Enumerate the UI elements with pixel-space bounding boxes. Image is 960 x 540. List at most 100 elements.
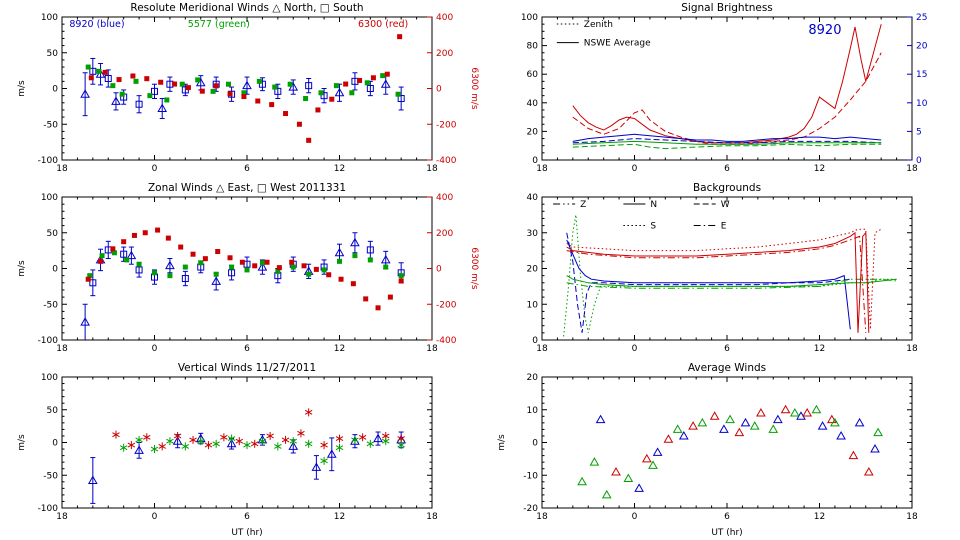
svg-text:0: 0 [532,336,538,346]
svg-text:-400: -400 [436,336,457,346]
svg-text:-200: -200 [436,300,457,310]
svg-text:18: 18 [906,512,918,522]
svg-text:20: 20 [527,127,539,137]
svg-text:Zenith: Zenith [584,20,613,30]
svg-text:S: S [650,221,656,231]
svg-text:6: 6 [724,344,730,354]
svg-text:Backgrounds: Backgrounds [693,182,761,194]
svg-text:6: 6 [724,164,730,174]
svg-text:80: 80 [527,42,539,52]
svg-text:0: 0 [436,265,442,275]
svg-text:-10: -10 [523,471,538,481]
svg-text:W: W [721,200,730,210]
svg-text:50: 50 [47,229,59,239]
svg-text:6: 6 [244,164,250,174]
svg-text:12: 12 [814,512,825,522]
svg-text:6300 m/s: 6300 m/s [469,247,479,290]
svg-text:100: 100 [41,373,58,383]
svg-text:-50: -50 [43,120,58,130]
svg-text:18: 18 [906,164,918,174]
svg-text:40: 40 [527,193,539,203]
svg-text:0: 0 [916,156,922,166]
svg-text:12: 12 [814,164,825,174]
svg-text:12: 12 [334,344,345,354]
svg-text:0: 0 [632,164,638,174]
svg-text:18: 18 [56,164,68,174]
svg-text:0: 0 [632,512,638,522]
svg-text:18: 18 [426,164,438,174]
svg-text:Vertical Winds 11/27/2011: Vertical Winds 11/27/2011 [178,362,316,374]
svg-text:40: 40 [527,99,539,109]
svg-text:-50: -50 [43,300,58,310]
svg-text:30: 30 [527,229,539,239]
svg-text:20: 20 [527,373,539,383]
svg-text:6: 6 [724,512,730,522]
svg-text:6: 6 [244,344,250,354]
svg-text:0: 0 [436,85,442,95]
svg-text:5577 (green): 5577 (green) [188,19,250,30]
svg-text:-400: -400 [436,156,457,166]
svg-text:18: 18 [536,512,548,522]
svg-text:E: E [721,221,727,231]
svg-text:0: 0 [152,512,158,522]
svg-text:m/s: m/s [497,434,507,451]
svg-text:5: 5 [916,127,922,137]
svg-text:50: 50 [47,406,59,416]
svg-text:18: 18 [56,512,68,522]
svg-text:-100: -100 [38,156,59,166]
svg-text:400: 400 [436,193,453,203]
svg-text:12: 12 [334,512,345,522]
svg-text:-100: -100 [38,504,59,514]
svg-text:6300 (red): 6300 (red) [358,19,408,30]
svg-text:10: 10 [916,99,928,109]
svg-text:N: N [650,200,657,210]
svg-text:0: 0 [52,265,58,275]
svg-text:m/s: m/s [17,434,27,451]
svg-text:0: 0 [52,439,58,449]
svg-text:UT (hr): UT (hr) [711,528,742,538]
svg-text:200: 200 [436,229,453,239]
svg-text:NSWE Average: NSWE Average [584,39,651,49]
svg-text:8920: 8920 [808,23,841,38]
svg-text:20: 20 [916,42,928,52]
svg-text:Z: Z [580,200,586,210]
svg-text:-20: -20 [523,504,538,514]
svg-text:18: 18 [536,164,548,174]
svg-text:12: 12 [334,164,345,174]
svg-text:6: 6 [244,512,250,522]
svg-text:m/s: m/s [17,80,27,97]
svg-text:Resolute Meridional Winds △ No: Resolute Meridional Winds △ North, □ Sou… [130,2,363,14]
svg-text:8920 (blue): 8920 (blue) [69,19,124,30]
meridional-winds-plot: 18 0 6 12 18-100-50050100-400-20002004006300… [17,2,479,174]
svg-text:100: 100 [521,13,538,23]
svg-text:-100: -100 [38,336,59,346]
svg-text:-50: -50 [43,471,58,481]
svg-text:Signal Brightness: Signal Brightness [681,2,773,14]
svg-text:12: 12 [814,344,825,354]
svg-text:400: 400 [436,13,453,23]
svg-text:18: 18 [426,344,438,354]
svg-text:m/s: m/s [17,260,27,277]
svg-text:20: 20 [527,265,539,275]
svg-text:10: 10 [527,300,539,310]
svg-text:18: 18 [56,344,68,354]
svg-text:0: 0 [632,344,638,354]
svg-text:0: 0 [52,85,58,95]
svg-text:0: 0 [152,164,158,174]
svg-text:-200: -200 [436,120,457,130]
svg-text:18: 18 [906,344,918,354]
svg-text:18: 18 [426,512,438,522]
svg-text:25: 25 [916,13,927,23]
svg-text:UT (hr): UT (hr) [231,528,262,538]
svg-text:100: 100 [41,193,58,203]
svg-text:60: 60 [527,70,539,80]
svg-text:18: 18 [536,344,548,354]
svg-text:50: 50 [47,49,59,59]
svg-text:0: 0 [532,439,538,449]
svg-text:0: 0 [152,344,158,354]
